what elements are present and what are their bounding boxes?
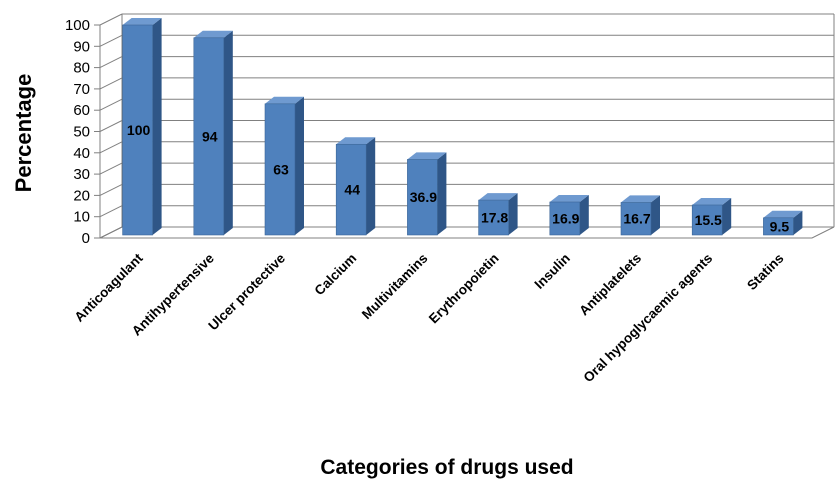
- bar-front: [122, 24, 153, 236]
- bar-side: [295, 96, 304, 235]
- bar-top: [265, 96, 304, 104]
- bar-value-label: 44: [344, 182, 360, 198]
- bar-front: [335, 143, 367, 236]
- y-tick-label: 80: [73, 60, 90, 77]
- bar-front: [691, 204, 723, 236]
- chart-bars: 100 94 63 44 36.9 17.8 16.9 16.7 15.5 9.5: [122, 18, 803, 236]
- y-tick-label: 90: [73, 38, 90, 55]
- x-category-label: Insulin: [532, 251, 573, 292]
- bar-4: 44: [335, 137, 376, 236]
- bar-2: 94: [193, 30, 233, 236]
- y-axis-title: Percentage: [11, 74, 36, 193]
- bar-value-label: 94: [202, 128, 218, 144]
- bar-10: 9.5: [763, 210, 803, 236]
- y-tick-label: 10: [73, 209, 90, 226]
- x-category-label: Ulcer protective: [205, 250, 288, 333]
- x-category-label: Erythropoietin: [426, 251, 502, 327]
- bar-7: 16.9: [549, 195, 589, 236]
- bar-side: [579, 195, 589, 235]
- bar-front: [478, 199, 509, 236]
- bar-top: [621, 195, 660, 203]
- bar-value-label: 9.5: [770, 218, 790, 234]
- gridline-side: [99, 98, 123, 111]
- bar-5: 36.9: [407, 152, 447, 236]
- x-category-label: Antiplatelets: [576, 251, 644, 319]
- y-tick-label: 40: [73, 145, 90, 162]
- bar-top: [122, 18, 162, 25]
- bar-9: 15.5: [691, 197, 732, 236]
- y-tick-label: 20: [73, 187, 90, 204]
- bar-value-label: 63: [273, 161, 289, 177]
- bar-value-label: 16.7: [623, 211, 650, 227]
- bar-value-label: 16.9: [552, 211, 579, 227]
- bar-value-label: 15.5: [695, 212, 722, 228]
- bar-side: [793, 210, 803, 235]
- bar-side: [722, 197, 732, 235]
- x-category-label: Oral hypoglycaemic agents: [581, 251, 716, 386]
- bar-6: 17.8: [478, 193, 518, 236]
- y-tick-label: 70: [73, 81, 90, 98]
- bar-front: [193, 37, 225, 236]
- y-tick-label: 30: [73, 166, 90, 183]
- bar-top: [549, 195, 589, 203]
- bar-front: [549, 201, 581, 236]
- bar-top: [407, 152, 447, 160]
- x-category-label: Statins: [744, 251, 786, 293]
- bar-8: 16.7: [620, 195, 660, 236]
- gridline-side: [99, 183, 123, 196]
- y-tick-label: 60: [73, 102, 90, 119]
- bar-side: [223, 30, 233, 236]
- bar-value-label: 17.8: [481, 210, 508, 226]
- bar-front: [264, 103, 296, 236]
- chart-gridlines: [94, 13, 835, 239]
- gridline-side: [99, 13, 123, 26]
- bar-side: [437, 152, 447, 235]
- bar-top: [336, 137, 376, 145]
- bar-front: [407, 159, 438, 236]
- x-category-label: Anticoagulant: [71, 250, 146, 325]
- bar-top: [478, 193, 518, 201]
- gridline-side: [99, 56, 123, 69]
- x-category-label: Multivitamins: [359, 251, 431, 323]
- gridline-side: [99, 34, 123, 47]
- gridline-side: [99, 162, 123, 175]
- gridline-side: [99, 205, 123, 218]
- gridline-side: [99, 120, 123, 132]
- bar-side: [508, 193, 518, 235]
- bar-top: [692, 197, 732, 205]
- bar-front: [763, 217, 794, 236]
- gridline-side: [99, 77, 123, 90]
- y-tick-label: 50: [73, 124, 90, 141]
- bar-front: [620, 202, 652, 236]
- gridline-side: [99, 141, 123, 154]
- bar-value-label: 100: [127, 122, 151, 138]
- bar-side: [651, 195, 660, 235]
- bar-side: [366, 137, 376, 235]
- bar-top: [193, 30, 233, 38]
- bar-top: [763, 210, 803, 218]
- y-tick-label: 100: [65, 17, 90, 34]
- x-axis-title: Categories of drugs used: [320, 456, 573, 479]
- bar-side: [152, 18, 162, 235]
- bar-3: 63: [264, 96, 304, 236]
- x-category-label: Calcium: [312, 251, 360, 299]
- y-tick-label: 0: [82, 230, 90, 247]
- y-axis-ticks: 0 10 20 30 40 50 60 70 80 90 100: [65, 17, 90, 247]
- bar-1: 100: [122, 18, 162, 236]
- bar-value-label: 36.9: [410, 189, 437, 205]
